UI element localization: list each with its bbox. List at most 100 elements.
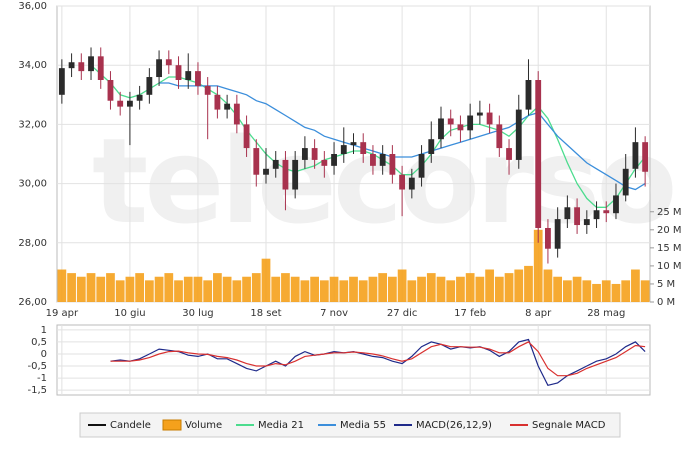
candle-body — [214, 94, 221, 110]
y-tick-label: 34,00 — [18, 60, 47, 71]
legend: Candele Volume Media 21 Media 55 MACD(26,12,… — [79, 412, 621, 438]
candle-body — [506, 148, 512, 160]
volume-bar — [339, 280, 349, 302]
volume-bar — [446, 280, 456, 302]
volume-bar — [67, 273, 76, 302]
volume-bar — [397, 269, 407, 302]
x-tick-label: 7 nov — [320, 308, 348, 319]
volume-bar — [349, 276, 358, 302]
volume-bar — [640, 280, 650, 302]
candle-body — [233, 103, 240, 125]
candle-body — [370, 154, 376, 166]
candle-body — [107, 80, 114, 101]
volume-bar — [203, 280, 213, 302]
candle-body — [58, 68, 65, 95]
candle-body — [224, 103, 231, 110]
volume-bar — [417, 276, 426, 302]
legend-label: Media 55 — [340, 420, 386, 431]
y-tick-label: -1,5 — [27, 385, 47, 396]
y2-tick-label: 20 M — [657, 225, 682, 236]
volume-bar — [329, 276, 339, 302]
volume-bar — [183, 276, 193, 302]
volume-bar — [475, 276, 485, 302]
candle-body — [515, 109, 522, 160]
volume-bar — [164, 273, 174, 302]
y2-tick-label: 0 M — [657, 297, 675, 308]
candle-body — [292, 159, 299, 190]
volume-bar — [281, 273, 290, 302]
candle-body — [204, 85, 211, 95]
y-tick-label: 1 — [41, 325, 47, 336]
candle-body — [418, 154, 425, 178]
volume-bar — [358, 280, 368, 302]
candle-body — [195, 71, 201, 86]
candle-body — [467, 115, 474, 131]
volume-bar — [300, 280, 310, 302]
volume-bar — [261, 258, 271, 302]
volume-bar — [601, 280, 611, 302]
legend-label: MACD(26,12,9) — [416, 420, 492, 431]
volume-bar — [57, 269, 67, 302]
volume-bar — [592, 283, 601, 302]
candle-body — [457, 124, 464, 131]
candle-body — [331, 154, 337, 166]
candle-body — [486, 112, 493, 125]
volume-bar — [631, 269, 640, 302]
volume-bar — [504, 273, 514, 302]
candle-body — [379, 154, 386, 166]
volume-bar — [533, 229, 543, 302]
volume-bar — [562, 280, 572, 302]
legend-label: Volume — [185, 420, 222, 431]
candle-body — [117, 100, 124, 107]
volume-bar — [144, 280, 154, 302]
volume-bar — [154, 276, 164, 302]
moving-average — [90, 64, 646, 208]
volume-bar — [465, 273, 475, 302]
candle-body — [78, 62, 85, 72]
candle-body — [632, 142, 639, 169]
candle-body — [428, 139, 435, 154]
y2-tick-label: 15 M — [657, 243, 682, 254]
candle-body — [253, 148, 260, 175]
candle-body — [545, 228, 551, 249]
candle-body — [97, 56, 104, 80]
macd-line — [110, 341, 646, 377]
volume-bar — [621, 280, 631, 302]
volume-bar — [485, 269, 494, 302]
volume-bar — [193, 276, 203, 302]
macd-line — [110, 338, 646, 386]
candle-body — [593, 210, 600, 220]
candle-body — [311, 148, 318, 160]
x-tick-label: 27 dic — [387, 308, 418, 319]
volume-bar — [106, 273, 115, 302]
x-tick-label: 18 set — [250, 308, 281, 319]
candle-body — [301, 148, 308, 160]
volume-bar — [378, 273, 388, 302]
candle-body — [321, 159, 328, 166]
candle-body — [136, 94, 143, 101]
volume-bar — [76, 276, 86, 302]
y-tick-label: 28,00 — [18, 238, 47, 249]
y2-tick-label: 10 M — [657, 261, 682, 272]
legend-swatch — [162, 419, 182, 431]
volume-bar — [319, 280, 329, 302]
volume-bar — [456, 276, 465, 302]
candle-body — [447, 118, 454, 125]
y-tick-label: 0 — [41, 349, 47, 360]
candle-body — [574, 207, 581, 226]
volume-bar — [135, 273, 145, 302]
candle-body — [340, 145, 347, 154]
x-tick-label: 19 apr — [46, 308, 79, 319]
candle-body — [476, 112, 483, 116]
legend-label: Candele — [110, 420, 151, 431]
y-tick-label: 30,00 — [18, 179, 47, 190]
volume-bar — [524, 265, 533, 302]
y-tick-label: 26,00 — [18, 297, 47, 308]
candle-body — [243, 124, 250, 149]
candle-body — [350, 142, 357, 146]
volume-bar — [96, 276, 106, 302]
volume-bar — [222, 276, 232, 302]
